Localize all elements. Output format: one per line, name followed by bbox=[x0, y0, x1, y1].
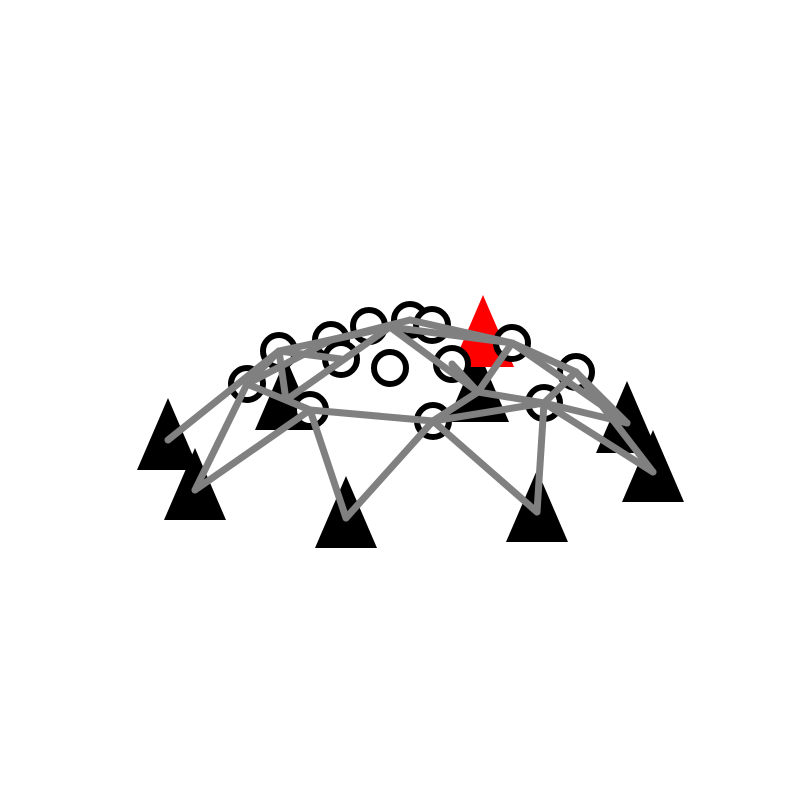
truss-member bbox=[243, 347, 283, 388]
support-triangle bbox=[596, 381, 658, 453]
truss-member bbox=[406, 316, 516, 347]
truss-member bbox=[275, 347, 345, 363]
truss-member bbox=[306, 406, 437, 425]
truss-member bbox=[191, 406, 314, 494]
truss-member bbox=[191, 380, 251, 494]
truss-member bbox=[540, 399, 657, 476]
truss-member bbox=[474, 388, 548, 407]
truss-member bbox=[275, 347, 290, 404]
truss-member bbox=[540, 399, 631, 427]
truss-member bbox=[474, 339, 516, 396]
support-triangle bbox=[622, 430, 684, 502]
truss-member bbox=[342, 417, 437, 522]
truss-member bbox=[327, 323, 394, 344]
truss-member bbox=[282, 323, 394, 404]
joint-node bbox=[371, 349, 409, 387]
truss-member bbox=[448, 360, 482, 396]
truss-member bbox=[533, 399, 548, 516]
truss-member-layer bbox=[164, 316, 657, 522]
truss-member bbox=[429, 399, 548, 425]
truss-member bbox=[306, 406, 350, 522]
support-triangle bbox=[137, 398, 199, 470]
truss-member bbox=[429, 388, 482, 425]
truss-member bbox=[572, 368, 631, 427]
truss-member bbox=[429, 417, 541, 516]
truss-member bbox=[243, 336, 335, 388]
truss-member bbox=[243, 380, 314, 414]
truss-member bbox=[540, 368, 580, 407]
